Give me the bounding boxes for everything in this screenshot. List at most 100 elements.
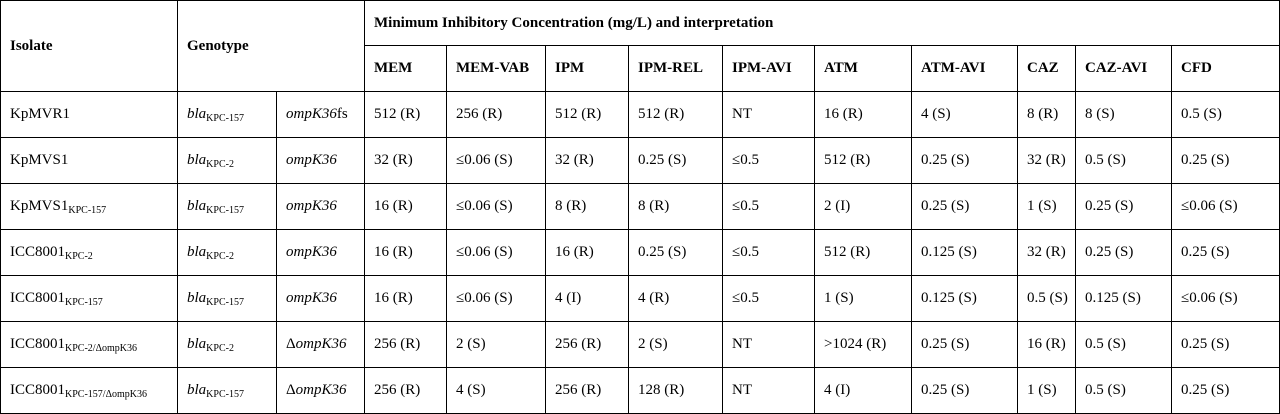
mic-cell: 0.5 (S) <box>1075 367 1173 414</box>
omp-name: ompK36 <box>286 198 337 214</box>
mic-cell: 512 (R) <box>545 91 630 138</box>
isolate-name: KpMVS1 <box>10 198 69 214</box>
gene-subscript: KPC-2 <box>206 159 234 170</box>
mic-cell: NT <box>722 321 816 368</box>
mic-cell: 0.5 (S) <box>1075 321 1173 368</box>
mic-cell: 0.125 (S) <box>911 229 1019 276</box>
isolate-cell: KpMVS1KPC-157 <box>0 183 178 230</box>
gene-name: bla <box>187 336 207 352</box>
isolate-name: ICC8001 <box>10 244 66 260</box>
table-row: KpMVS1KPC-157 blaKPC-157 ompK36 16 (R) ≤0.06… <box>0 183 1280 230</box>
header-antibiotic: MEM <box>364 45 448 92</box>
gene-name: bla <box>187 152 207 168</box>
mic-cell: 16 (R) <box>364 183 448 230</box>
omp-cell: ompK36 <box>275 229 366 276</box>
header-antibiotic: MEM-VAB <box>446 45 547 92</box>
mic-cell: ≤0.5 <box>722 183 816 230</box>
isolate-subscript: KPC-2 <box>65 251 93 262</box>
mic-cell: 8 (S) <box>1075 91 1173 138</box>
mic-cell: ≤0.5 <box>722 137 816 184</box>
mic-cell: 256 (R) <box>545 321 630 368</box>
mic-cell: 128 (R) <box>628 367 724 414</box>
table-row: KpMVR1 blaKPC-157 ompK36fs 512 (R) 256 (R) 51… <box>0 91 1280 138</box>
isolate-name: ICC8001 <box>10 382 66 398</box>
gene-cell: blaKPC-157 <box>177 183 277 230</box>
header-antibiotic: CAZ <box>1017 45 1077 92</box>
isolate-cell: ICC8001KPC-2 <box>0 229 178 276</box>
omp-cell: ΔompK36 <box>275 321 366 368</box>
mic-cell: 16 (R) <box>814 91 913 138</box>
isolate-name: KpMVS1 <box>10 152 69 168</box>
mic-cell: 512 (R) <box>814 137 913 184</box>
mic-cell: ≤0.06 (S) <box>446 183 547 230</box>
mic-cell: 16 (R) <box>545 229 630 276</box>
mic-cell: 0.25 (S) <box>1075 229 1173 276</box>
mic-cell: 256 (R) <box>364 367 448 414</box>
omp-prefix: Δ <box>286 336 296 352</box>
mic-cell: 256 (R) <box>446 91 547 138</box>
isolate-subscript: KPC-2/ΔompK36 <box>65 343 138 354</box>
gene-subscript: KPC-2 <box>206 343 234 354</box>
mic-cell: 16 (R) <box>1017 321 1077 368</box>
mic-cell: 0.125 (S) <box>1075 275 1173 322</box>
mic-cell: 32 (R) <box>1017 137 1077 184</box>
mic-cell: 0.5 (S) <box>1075 137 1173 184</box>
mic-cell: 0.25 (S) <box>911 183 1019 230</box>
mic-cell: ≤0.06 (S) <box>1171 183 1280 230</box>
mic-cell: 4 (I) <box>814 367 913 414</box>
mic-cell: 0.25 (S) <box>1075 183 1173 230</box>
mic-cell: 0.5 (S) <box>1171 91 1280 138</box>
isolate-name: ICC8001 <box>10 336 66 352</box>
gene-cell: blaKPC-157 <box>177 275 277 322</box>
mic-cell: 0.25 (S) <box>628 229 724 276</box>
gene-name: bla <box>187 290 207 306</box>
mic-cell: 0.25 (S) <box>628 137 724 184</box>
mic-cell: ≤0.06 (S) <box>446 229 547 276</box>
header-row-1: Isolate Genotype Minimum Inhibitory Conc… <box>0 0 1280 92</box>
mic-cell: ≤0.06 (S) <box>446 275 547 322</box>
mic-cell: 1 (S) <box>1017 183 1077 230</box>
mic-cell: 8 (R) <box>545 183 630 230</box>
mic-cell: 0.5 (S) <box>1017 275 1077 322</box>
omp-name: ompK36 <box>295 382 347 398</box>
isolate-cell: KpMVS1 <box>0 137 178 184</box>
gene-cell: blaKPC-2 <box>177 321 277 368</box>
table-row: KpMVS1 blaKPC-2 ompK36 32 (R) ≤0.06 (S) 32 (R… <box>0 137 1280 184</box>
gene-cell: blaKPC-2 <box>177 137 277 184</box>
header-antibiotic: ATM <box>814 45 913 92</box>
isolate-name: KpMVR1 <box>10 106 71 122</box>
mic-cell: 0.25 (S) <box>1171 321 1280 368</box>
omp-cell: ompK36 <box>275 137 366 184</box>
mic-cell: NT <box>722 367 816 414</box>
isolate-subscript: KPC-157 <box>65 297 103 308</box>
gene-subscript: KPC-2 <box>206 251 234 262</box>
header-antibiotic: CAZ-AVI <box>1075 45 1173 92</box>
mic-cell: 8 (R) <box>1017 91 1077 138</box>
isolate-name: ICC8001 <box>10 290 66 306</box>
isolate-subscript: KPC-157/ΔompK36 <box>65 389 148 400</box>
mic-cell: 4 (R) <box>628 275 724 322</box>
mic-cell: NT <box>722 91 816 138</box>
gene-subscript: KPC-157 <box>206 205 244 216</box>
mic-cell: 4 (S) <box>446 367 547 414</box>
mic-cell: ≤0.06 (S) <box>1171 275 1280 322</box>
mic-cell: 0.25 (S) <box>1171 367 1280 414</box>
mic-cell: 4 (I) <box>545 275 630 322</box>
isolate-cell: ICC8001KPC-157 <box>0 275 178 322</box>
header-antibiotic: IPM-AVI <box>722 45 816 92</box>
isolate-cell: KpMVR1 <box>0 91 178 138</box>
isolate-cell: ICC8001KPC-2/ΔompK36 <box>0 321 178 368</box>
mic-cell: ≤0.5 <box>722 229 816 276</box>
mic-cell: 32 (R) <box>1017 229 1077 276</box>
omp-name: ompK36 <box>286 290 337 306</box>
omp-name: ompK36 <box>286 152 337 168</box>
omp-cell: ompK36 <box>275 183 366 230</box>
mic-cell: 16 (R) <box>364 275 448 322</box>
mic-cell: 256 (R) <box>545 367 630 414</box>
mic-cell: 256 (R) <box>364 321 448 368</box>
header-row-2: MEM MEM-VAB IPM IPM-REL IPM-AVI ATM ATM-… <box>1 45 1280 92</box>
header-genotype: Genotype <box>176 0 366 92</box>
mic-cell: 2 (S) <box>446 321 547 368</box>
mic-cell: 2 (S) <box>628 321 724 368</box>
gene-subscript: KPC-157 <box>206 113 244 124</box>
